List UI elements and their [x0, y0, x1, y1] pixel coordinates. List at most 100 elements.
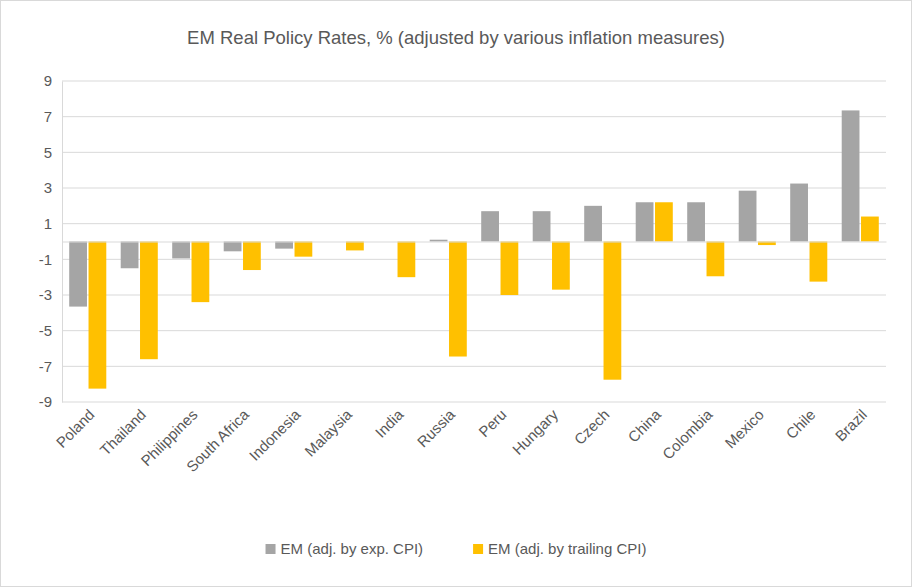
x-tick: Thailand [96, 242, 149, 459]
grid [62, 81, 886, 402]
y-tick: 3 [44, 179, 62, 196]
bar [121, 242, 139, 269]
y-tick-label: 5 [44, 144, 52, 161]
bar [739, 191, 757, 242]
x-tick: Chile [782, 242, 818, 443]
x-tick: Colombia [659, 242, 716, 463]
bar [243, 242, 261, 271]
grid-line [62, 223, 886, 224]
x-tick: Brazil [832, 242, 871, 445]
x-tick-label: Thailand [96, 406, 149, 459]
bar [687, 202, 705, 241]
bar [552, 242, 570, 290]
x-tick-label: Mexico [721, 406, 767, 452]
bar [636, 202, 654, 241]
legend-item: EM (adj. by trailing CPI) [473, 540, 646, 557]
x-tick-label: Chile [782, 406, 818, 442]
legend-swatch [266, 544, 276, 554]
plot: -9 -7 -5 -3 -1 1 3 5 7 9 PolandThailandPhilippines… [39, 72, 887, 475]
y-tick: 9 [44, 72, 62, 89]
x-tick: Russia [414, 242, 459, 451]
bar [346, 242, 364, 251]
series-bars [89, 202, 879, 388]
x-tick: South Africa [183, 242, 253, 476]
legend-swatch [473, 544, 483, 554]
y-tick-label: 1 [44, 215, 52, 232]
y-tick: -3 [39, 286, 62, 303]
bar [69, 242, 87, 307]
x-tick-label: Peru [475, 406, 509, 440]
y-tick: -1 [39, 251, 62, 268]
x-tick-label: Colombia [659, 405, 716, 462]
grid-line [62, 116, 886, 117]
y-tick-label: 7 [44, 108, 52, 125]
x-tick: Poland [53, 242, 98, 451]
chart: EM Real Policy Rates, % (adjusted by var… [0, 0, 912, 587]
x-tick-label: India [372, 405, 407, 440]
x-axis: PolandThailandPhilippinesSouth AfricaInd… [53, 242, 887, 476]
x-tick-label: Indonesia [246, 405, 304, 463]
x-axis-line [63, 242, 887, 243]
x-tick-label: Brazil [832, 406, 871, 445]
x-tick-label: Hungary [509, 405, 561, 457]
bar [275, 242, 293, 249]
x-tick: Hungary [509, 242, 561, 458]
x-tick: China [624, 242, 664, 446]
bar [192, 242, 210, 303]
grid-line [62, 81, 886, 82]
y-tick: -5 [39, 322, 62, 339]
bar [842, 110, 860, 241]
x-tick: Czech [570, 242, 612, 448]
bar [295, 242, 313, 257]
x-tick: Peru [475, 242, 509, 441]
bar [89, 242, 107, 389]
x-tick: Mexico [721, 242, 767, 452]
x-tick: Philippines [137, 242, 200, 470]
y-tick: -7 [39, 358, 62, 375]
bar [481, 211, 499, 241]
bar [501, 242, 519, 296]
chart-border [1, 1, 912, 587]
bar [172, 242, 190, 259]
y-tick: 5 [44, 144, 62, 161]
bar [707, 242, 725, 277]
x-tick: India [372, 242, 407, 441]
legend: EM (adj. by exp. CPI) EM (adj. by trailin… [266, 540, 647, 557]
bar [533, 211, 551, 241]
title: EM Real Policy Rates, % (adjusted by var… [187, 27, 725, 48]
bar [790, 184, 808, 242]
bar [430, 240, 448, 242]
y-tick-label: -7 [39, 358, 52, 375]
bar [861, 217, 879, 242]
bar [604, 242, 622, 380]
x-tick-label: Poland [53, 406, 98, 451]
grid-line [62, 188, 886, 189]
x-tick-label: Czech [570, 406, 612, 448]
bar [810, 242, 828, 282]
bar [584, 206, 602, 242]
bar [449, 242, 467, 357]
x-tick-label: China [624, 405, 664, 445]
x-tick-label: South Africa [183, 405, 253, 475]
y-tick-label: 3 [44, 179, 52, 196]
bars [69, 110, 879, 388]
grid-line [62, 259, 886, 260]
legend-label: EM (adj. by trailing CPI) [488, 540, 646, 557]
legend-label: EM (adj. by exp. CPI) [281, 540, 424, 557]
x-tick-label: Malaysia [301, 405, 355, 459]
y-tick: -9 [39, 393, 62, 410]
grid-line [62, 295, 886, 296]
x-tick: Indonesia [246, 242, 304, 464]
y-tick-label: 9 [44, 72, 52, 89]
bar [224, 242, 242, 252]
grid-line [62, 152, 886, 153]
y-axis: -9 -7 -5 -3 -1 1 3 5 7 9 [39, 72, 63, 410]
x-tick-label: Russia [414, 405, 459, 450]
bar [140, 242, 158, 360]
y-tick-label: -1 [39, 251, 52, 268]
x-tick: Malaysia [301, 242, 355, 460]
grid-line [62, 402, 886, 403]
grid-line [62, 366, 886, 367]
bar [398, 242, 416, 278]
y-tick-label: -9 [39, 393, 52, 410]
